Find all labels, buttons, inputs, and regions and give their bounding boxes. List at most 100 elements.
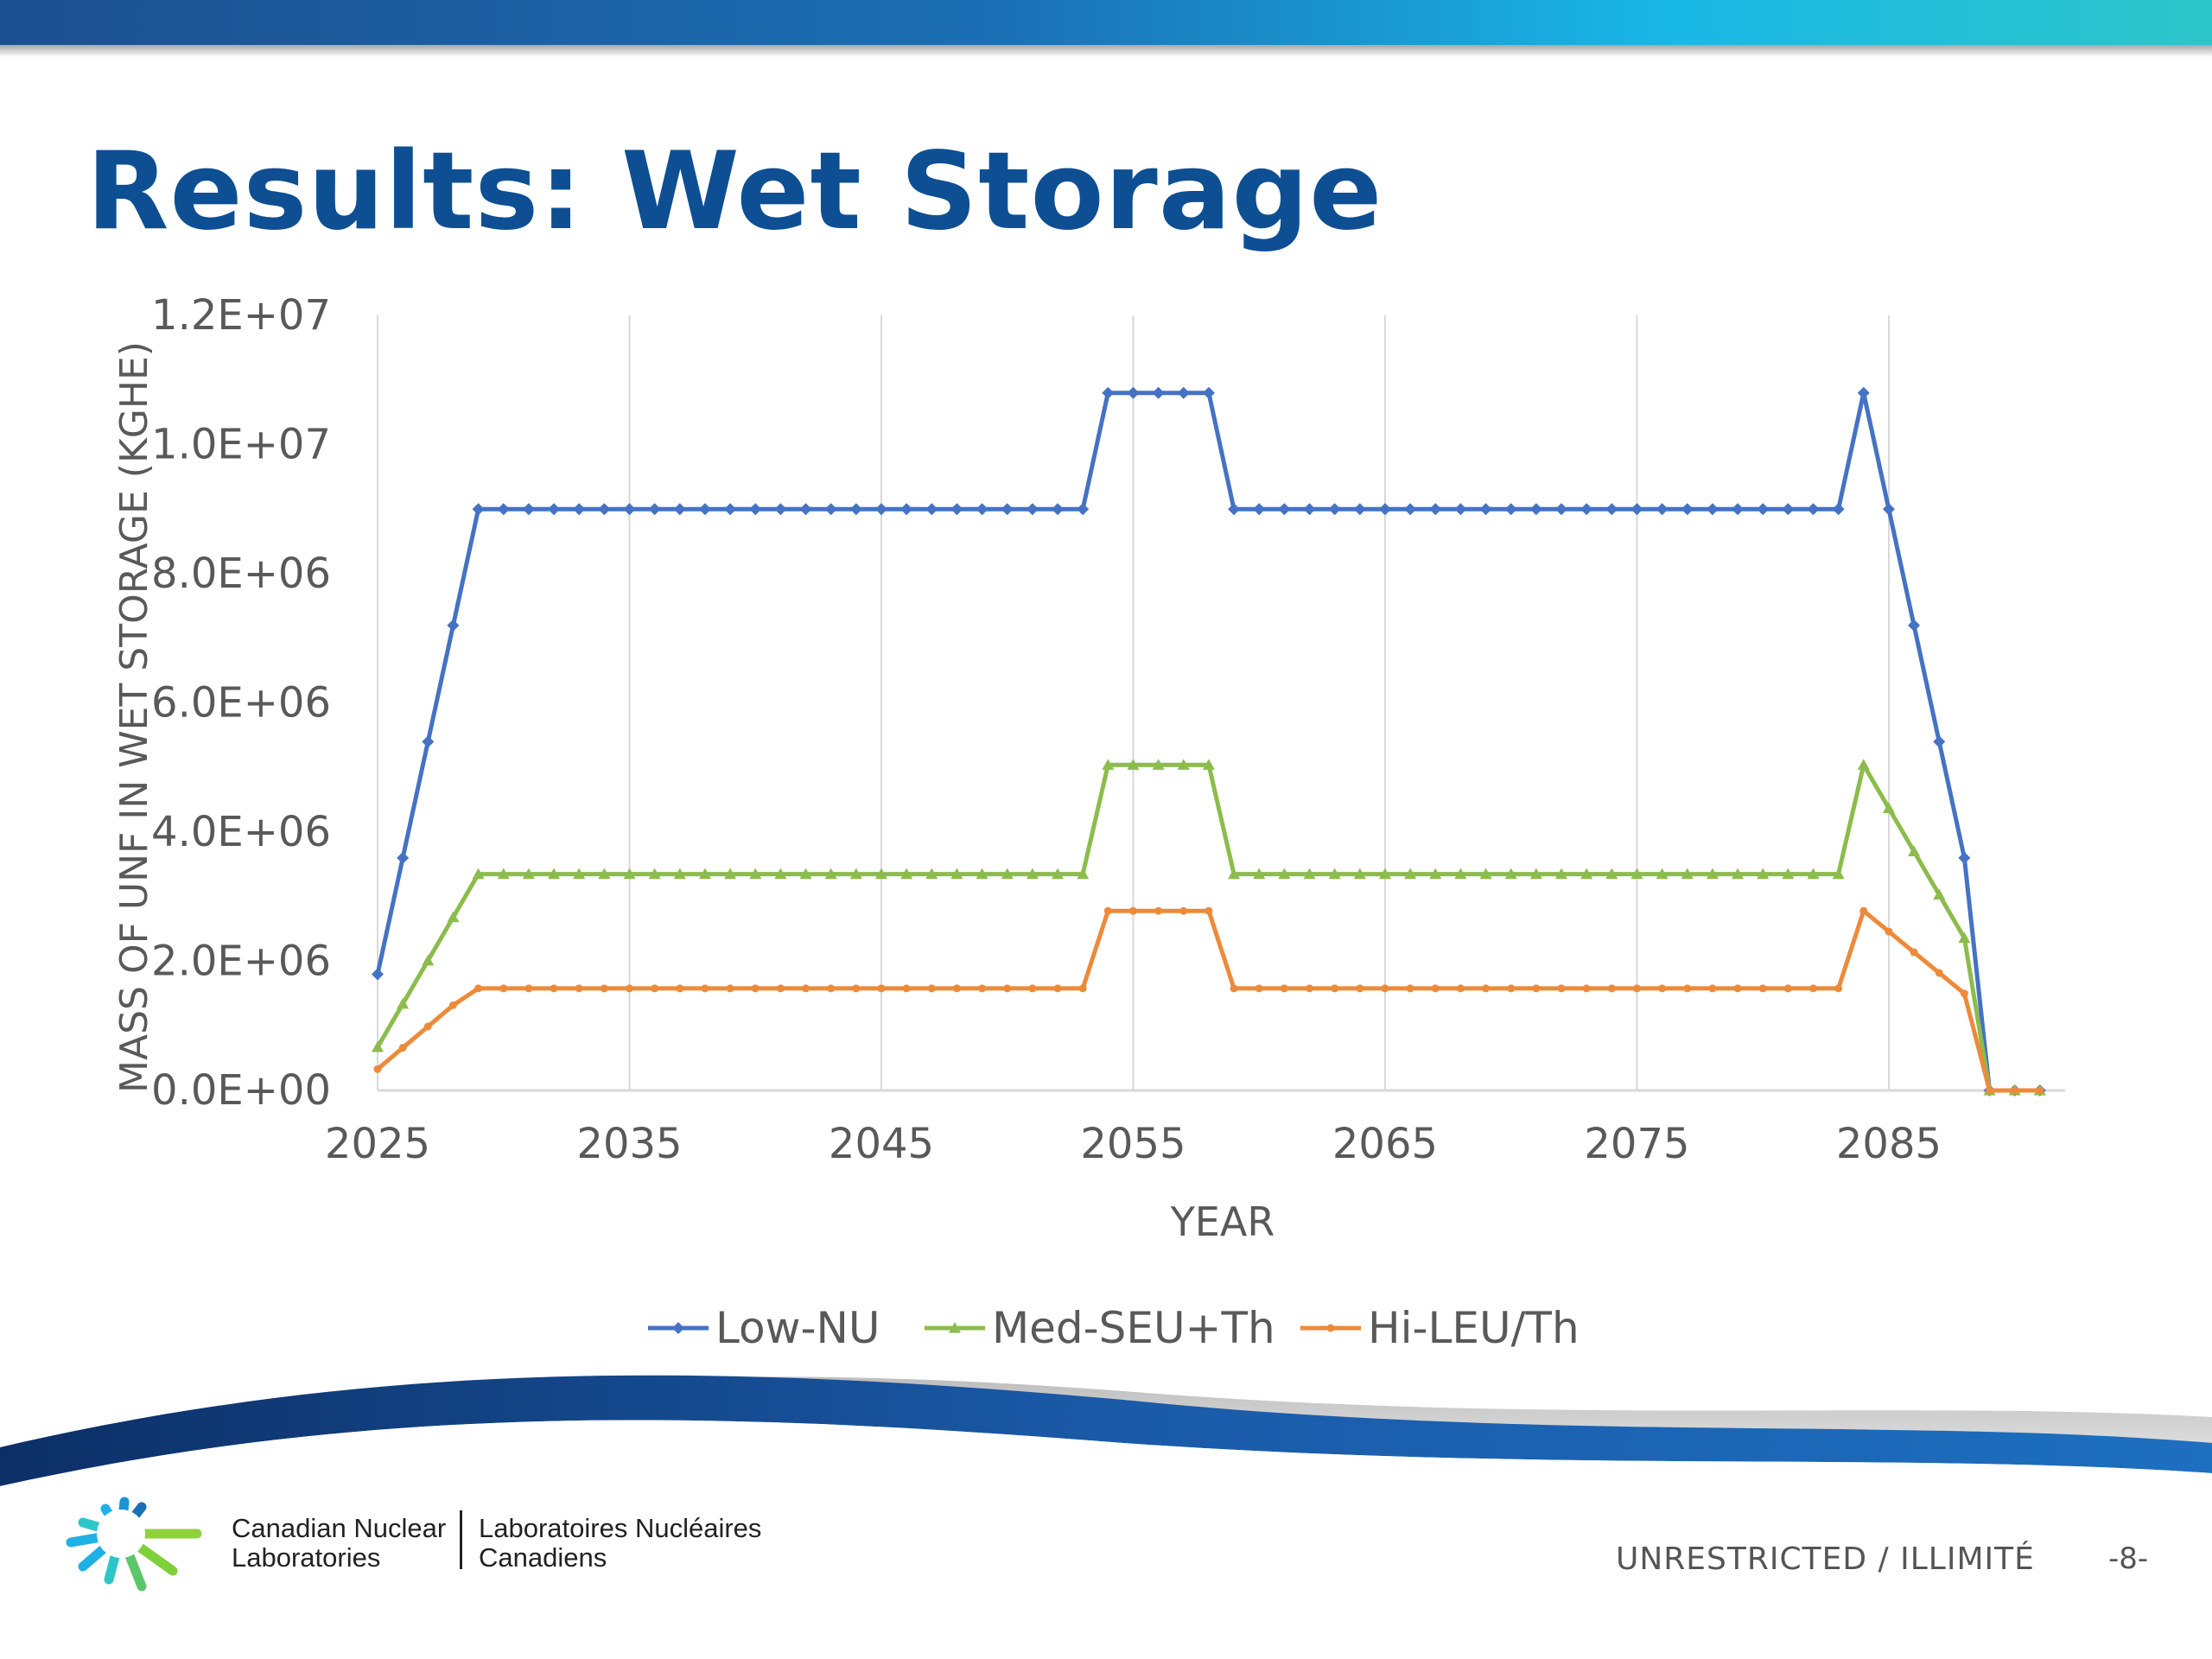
data-point-1-2 xyxy=(422,954,435,966)
data-point-0-55 xyxy=(1757,503,1770,516)
x-tick-label-2065: 2065 xyxy=(1332,1120,1438,1168)
data-point-2-21 xyxy=(902,984,911,993)
data-point-2-23 xyxy=(952,984,961,993)
data-point-2-1 xyxy=(398,1044,407,1052)
data-point-1-60 xyxy=(1882,802,1895,813)
data-point-0-31 xyxy=(1152,386,1165,399)
logo-french-line2: Canadiens xyxy=(479,1542,607,1573)
data-point-0-8 xyxy=(573,503,586,516)
logo-english-name: Canadian Nuclear Laboratories xyxy=(232,1514,446,1573)
data-point-0-45 xyxy=(1504,503,1517,516)
data-point-1-62 xyxy=(1933,888,1946,900)
data-point-1-32 xyxy=(1177,759,1190,770)
data-point-1-63 xyxy=(1958,931,1971,944)
data-point-0-5 xyxy=(497,503,510,516)
data-point-0-32 xyxy=(1177,386,1190,399)
data-point-0-62 xyxy=(1933,735,1946,748)
data-point-1-11 xyxy=(648,868,661,880)
x-tick-label-2045: 2045 xyxy=(829,1120,934,1168)
data-point-1-16 xyxy=(774,868,787,880)
data-point-0-34 xyxy=(1228,503,1241,516)
data-point-1-36 xyxy=(1278,868,1291,880)
data-point-0-16 xyxy=(774,503,787,516)
data-point-2-45 xyxy=(1507,984,1516,993)
chart-legend: Low-NU Med-SEU+Th Hi-LEU/Th xyxy=(648,1303,1580,1353)
series-lines xyxy=(372,386,2046,1096)
data-point-0-2 xyxy=(422,735,435,748)
data-point-0-37 xyxy=(1303,503,1316,516)
data-point-0-9 xyxy=(598,503,611,516)
x-axis-label: YEAR xyxy=(1170,1198,1275,1245)
data-point-1-10 xyxy=(623,868,636,880)
x-tick-label-2085: 2085 xyxy=(1836,1120,1942,1168)
data-point-0-28 xyxy=(1077,503,1090,516)
data-point-1-48 xyxy=(1580,868,1593,880)
data-point-1-30 xyxy=(1127,759,1140,770)
y-tick-label-2: 4.0E+06 xyxy=(151,808,331,856)
data-point-2-2 xyxy=(423,1022,432,1031)
data-point-0-39 xyxy=(1353,503,1366,516)
data-point-2-49 xyxy=(1607,984,1616,993)
classification-label: UNRESTRICTED / ILLIMITÉ xyxy=(1616,1541,2035,1577)
data-point-1-37 xyxy=(1303,868,1316,880)
data-point-2-4 xyxy=(474,984,483,993)
data-point-1-26 xyxy=(1026,868,1039,880)
data-point-2-55 xyxy=(1758,984,1767,993)
data-point-2-24 xyxy=(978,984,987,993)
data-point-0-3 xyxy=(447,619,460,632)
legend-label-2: Hi-LEU/Th xyxy=(1368,1303,1580,1353)
data-point-0-27 xyxy=(1052,503,1065,516)
data-point-1-58 xyxy=(1832,868,1845,880)
data-point-0-61 xyxy=(1908,619,1921,632)
data-point-2-16 xyxy=(776,984,785,993)
y-tick-label-0: 0.0E+00 xyxy=(151,1066,331,1115)
y-tick-label-1: 2.0E+06 xyxy=(151,938,331,986)
data-point-0-14 xyxy=(724,503,737,516)
data-point-2-0 xyxy=(373,1065,382,1073)
data-point-2-14 xyxy=(726,984,734,993)
data-point-1-28 xyxy=(1077,868,1090,880)
data-point-2-38 xyxy=(1331,984,1339,993)
data-point-1-14 xyxy=(724,868,737,880)
legend-marker-0 xyxy=(672,1322,684,1334)
data-point-0-0 xyxy=(372,968,384,981)
data-point-0-50 xyxy=(1630,503,1643,516)
data-point-1-20 xyxy=(874,868,887,880)
data-point-1-18 xyxy=(824,868,837,880)
data-point-0-33 xyxy=(1202,386,1215,399)
data-point-1-61 xyxy=(1908,845,1921,857)
data-point-2-31 xyxy=(1154,906,1163,915)
data-point-1-22 xyxy=(925,868,938,880)
data-point-2-40 xyxy=(1381,984,1389,993)
page-number: -8- xyxy=(2108,1541,2149,1576)
data-point-2-10 xyxy=(625,984,633,993)
data-point-2-58 xyxy=(1834,984,1843,993)
y-axis-label: MASS OF UNF IN WET STORAGE (KGHE) xyxy=(112,341,156,1093)
data-point-1-6 xyxy=(522,868,535,880)
data-point-2-19 xyxy=(852,984,861,993)
data-point-1-46 xyxy=(1529,868,1542,880)
data-point-2-60 xyxy=(1885,927,1893,936)
data-point-0-17 xyxy=(799,503,812,516)
data-point-0-24 xyxy=(976,503,988,516)
data-point-0-58 xyxy=(1832,503,1845,516)
data-point-1-52 xyxy=(1681,868,1694,880)
data-point-2-63 xyxy=(1960,989,1968,998)
data-point-0-13 xyxy=(698,503,711,516)
data-point-2-43 xyxy=(1456,984,1465,993)
data-point-2-9 xyxy=(600,984,608,993)
data-point-2-66 xyxy=(2036,1086,2044,1095)
data-point-0-7 xyxy=(548,503,561,516)
data-point-2-30 xyxy=(1128,906,1137,915)
data-point-0-38 xyxy=(1328,503,1341,516)
footer-wave xyxy=(0,1375,2212,1659)
data-point-0-23 xyxy=(950,503,963,516)
data-point-0-25 xyxy=(1001,503,1014,516)
data-point-1-57 xyxy=(1807,868,1820,880)
data-point-1-31 xyxy=(1152,759,1165,770)
data-point-1-43 xyxy=(1454,868,1467,880)
y-tick-label-6: 1.2E+07 xyxy=(151,291,331,340)
data-point-0-15 xyxy=(749,503,762,516)
data-point-1-13 xyxy=(698,868,711,880)
